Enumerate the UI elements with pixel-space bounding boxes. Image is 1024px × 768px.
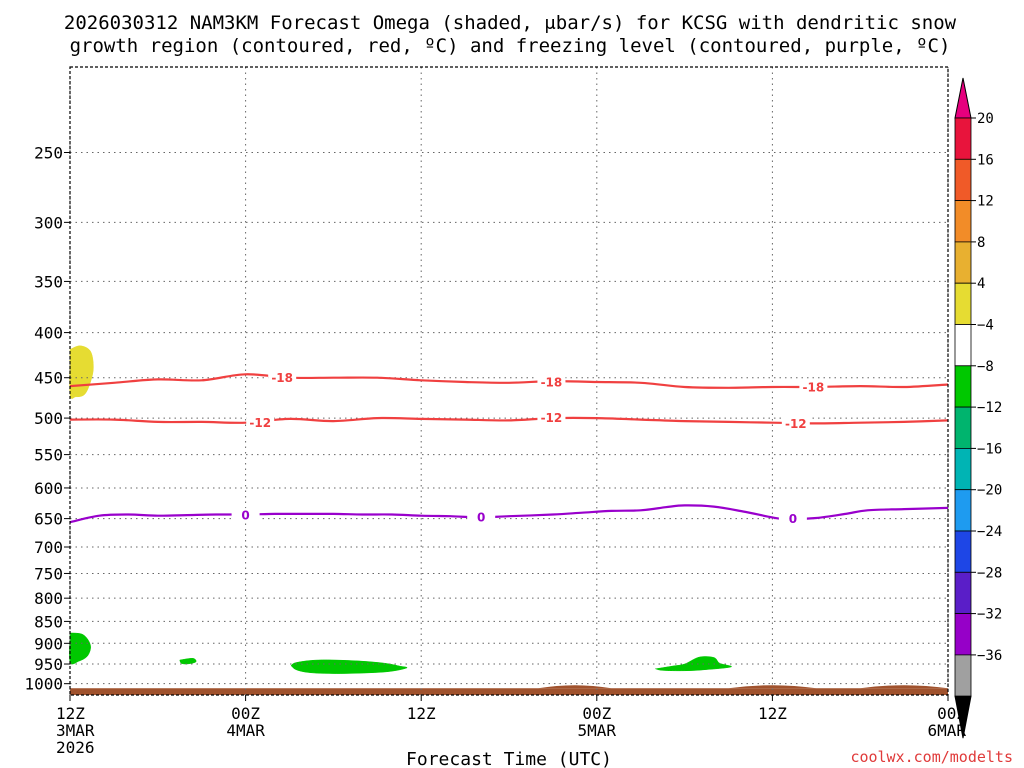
chart-title-line1: 2026030312 NAM3KM Forecast Omega (shaded… <box>64 12 957 34</box>
x-tick-label: 00Z <box>582 704 611 723</box>
contour-line-1 <box>69 416 949 425</box>
colorbar-swatch <box>954 654 972 697</box>
y-tick-label: 400 <box>34 324 63 343</box>
colorbar-tick-label: 16 <box>977 152 994 168</box>
contour-label-bg <box>246 415 275 430</box>
pressure-axis: 250 300 350 400 450 500 550 600 650 700 750 800 850 9… <box>24 143 70 694</box>
colorbar-tick-label: −28 <box>977 565 1002 581</box>
chart-title-line2: growth region (contoured, red, ºC) and f… <box>70 35 951 57</box>
colorbar-swatch <box>954 158 972 202</box>
colorbar-swatch <box>954 241 972 284</box>
contour-label: -12 <box>541 411 563 425</box>
y-tick-label: 650 <box>34 510 63 529</box>
plot-frame <box>69 66 949 696</box>
y-tick-label: 750 <box>34 564 63 583</box>
colorbar-top-arrow <box>954 77 972 119</box>
colorbar-tick-label: 12 <box>977 194 994 210</box>
y-tick-label: 350 <box>34 272 63 291</box>
omega-region-0 <box>69 345 94 399</box>
contour-label-bg <box>781 416 810 431</box>
colorbar-swatch <box>954 530 972 573</box>
contour-label-bg <box>467 509 496 524</box>
colorbar-swatch <box>954 489 972 532</box>
x-tick-label: 3MAR <box>56 721 95 740</box>
y-tick-label: 450 <box>34 369 63 388</box>
colorbar-tick-label: 20 <box>977 111 994 127</box>
y-tick-label: 550 <box>34 446 63 465</box>
colorbar: 20 16 12 8 4 −4 −8 −12 −16 −20 −24 −28 −32 −36 <box>954 77 1002 739</box>
y-tick-label: 500 <box>34 409 63 428</box>
ground-bump-1 <box>728 685 817 689</box>
ground-bump-2 <box>860 685 948 689</box>
y-tick-label: 300 <box>34 213 63 232</box>
x-tick-label: 00Z <box>231 704 260 723</box>
contour-label-bg <box>268 370 297 385</box>
contour-line-2 <box>69 504 949 524</box>
contour-label: -12 <box>249 416 271 430</box>
y-tick-label: 800 <box>34 589 63 608</box>
colorbar-swatch <box>954 117 972 160</box>
contour-label-bg <box>537 374 566 389</box>
contour-label: -18 <box>271 371 293 385</box>
ground-bump-0 <box>538 685 612 689</box>
colorbar-swatch <box>954 282 972 325</box>
contour-label-bg <box>231 508 260 523</box>
y-tick-label: 700 <box>34 538 63 557</box>
x-tick-label: 12Z <box>407 704 436 723</box>
plot-area: -18 -18 -18 -12 -12 -12 0 0 0 <box>69 66 949 696</box>
colorbar-tick-label: −4 <box>977 318 994 334</box>
colorbar-tick-label: −36 <box>977 648 1002 664</box>
x-tick-label: 4MAR <box>226 721 265 740</box>
x-tick-label: 12Z <box>758 704 787 723</box>
colorbar-tick-label: −12 <box>977 400 1002 416</box>
colorbar-tick-label: 8 <box>977 235 985 251</box>
colorbar-swatch <box>954 406 972 449</box>
colorbar-tick-label: −20 <box>977 483 1002 499</box>
y-tick-label: 250 <box>34 143 63 162</box>
contour-label: -18 <box>803 380 825 394</box>
x-tick-label: 12Z <box>56 704 85 723</box>
colorbar-tick-label: −24 <box>977 524 1002 540</box>
contour-labels: -18 -18 -18 -12 -12 -12 0 0 0 <box>231 370 828 526</box>
contour-label: -18 <box>541 375 563 389</box>
y-tick-label: 850 <box>34 612 63 631</box>
contour-label: -12 <box>785 417 807 431</box>
x-axis-title: Forecast Time (UTC) <box>406 749 612 768</box>
omega-region-4 <box>655 656 732 672</box>
colorbar-bottom-arrow <box>954 695 972 739</box>
y-tick-label: 950 <box>34 655 63 674</box>
colorbar-swatch <box>954 613 972 656</box>
colorbar-swatch <box>954 571 972 614</box>
ground-layer <box>70 685 948 695</box>
contour-label-bg <box>537 410 566 425</box>
colorbar-swatch <box>954 365 972 408</box>
y-tick-label: 1000 <box>24 675 63 694</box>
omega-region-2 <box>179 658 197 665</box>
colorbar-tick-label: −16 <box>977 441 1002 457</box>
contour-label: 0 <box>241 509 249 523</box>
colorbar-tick-label: −8 <box>977 359 994 375</box>
contour-label: 0 <box>477 510 485 524</box>
colorbar-tick-label: 4 <box>977 276 985 292</box>
x-tick-label: 5MAR <box>578 721 617 740</box>
colorbar-swatch <box>954 324 972 367</box>
colorbar-swatch <box>954 447 972 491</box>
y-tick-label: 900 <box>34 634 63 653</box>
omega-region-1 <box>69 632 91 665</box>
contour-lines <box>69 373 949 524</box>
contour-label-bg <box>778 511 807 526</box>
omega-region-3 <box>290 659 408 674</box>
y-tick-label: 600 <box>34 479 63 498</box>
colorbar-swatch <box>954 200 972 243</box>
x-tick-label: 2026 <box>56 738 95 757</box>
credit-text: coolwx.com/modelts <box>850 748 1013 766</box>
x-tick-label: 6MAR <box>927 721 966 740</box>
ground-fill <box>70 688 948 695</box>
contour-label: 0 <box>789 512 797 526</box>
colorbar-tick-label: −32 <box>977 607 1002 623</box>
contour-label-bg <box>799 379 828 394</box>
